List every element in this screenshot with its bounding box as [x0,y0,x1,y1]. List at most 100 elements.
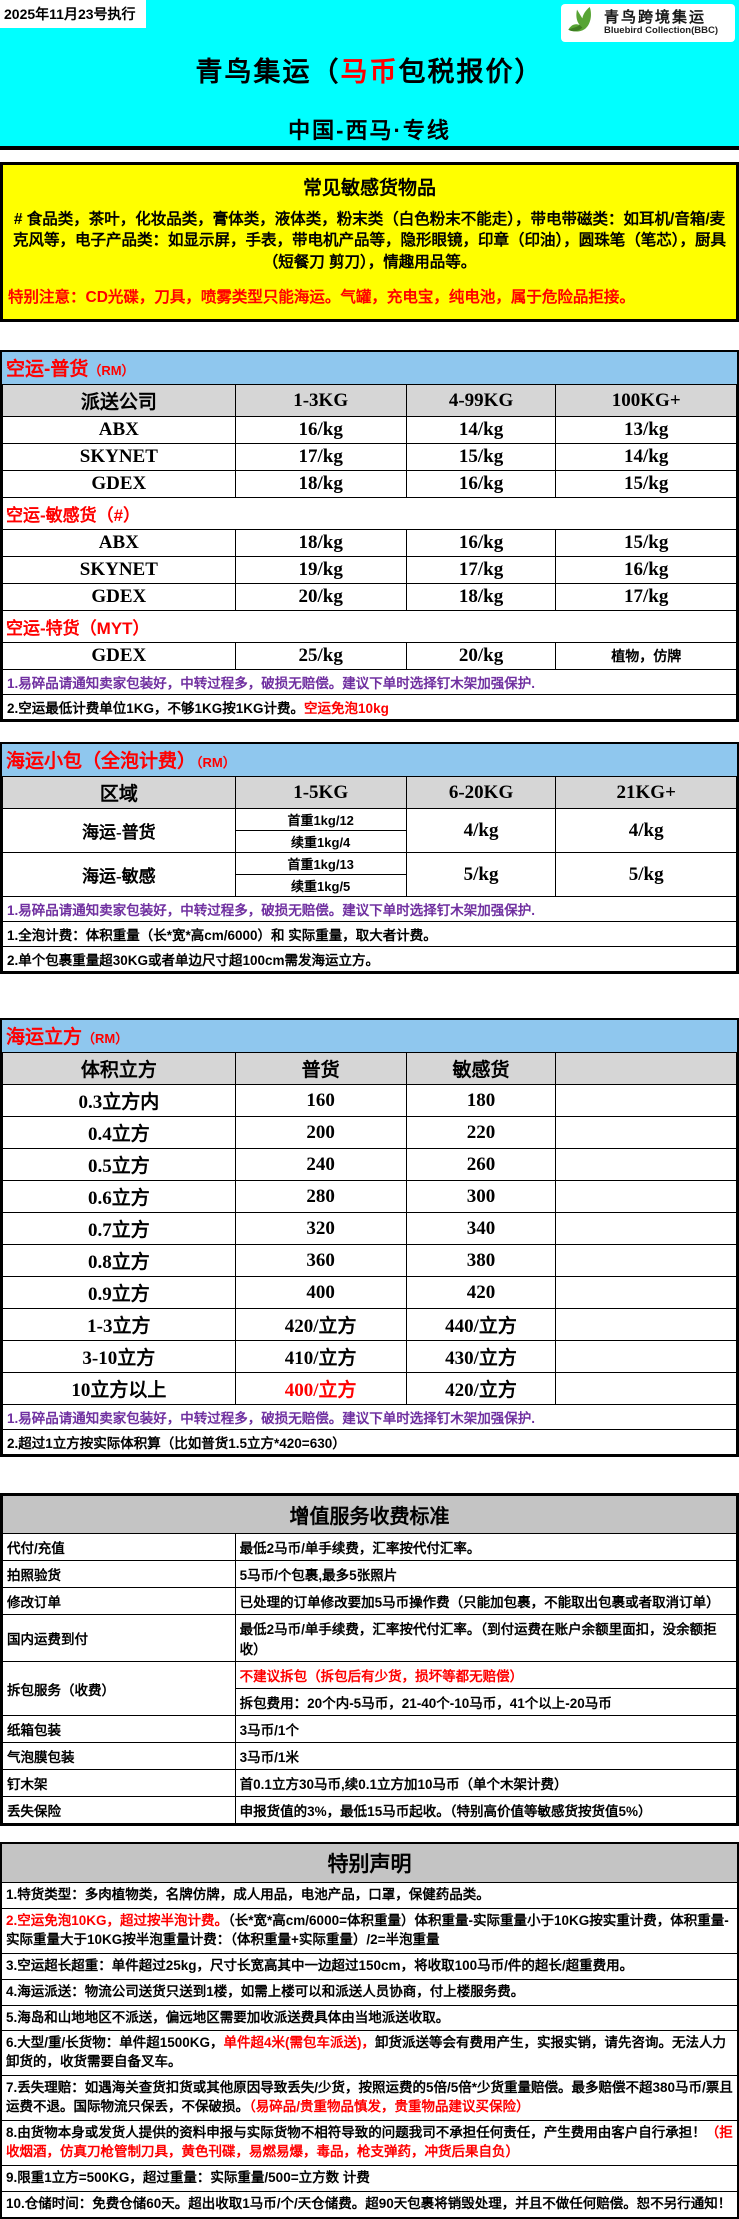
price-cell: 15/kg [405,443,557,472]
service-label: 拆包服务（收费） [2,1661,236,1717]
price-cell: 320 [234,1212,407,1246]
effective-date: 2025年11月23号执行 [0,0,146,28]
carrier-cell: GDEX [2,470,236,499]
table-row: 海运-普货 首重1kg/12 4/kg 4/kg [2,808,737,854]
statement-text: 1.特货类型：多肉植物类，名牌仿牌，成人用品，电池产品，口罩，保健药品类。 [6,1887,490,1903]
price-cell: 14/kg [555,443,737,472]
price-cell: 420/立方 [234,1308,407,1342]
table-row: 拍照验货 5马币/个包裹,最多5张照片 [2,1560,738,1589]
first-weight-cell: 首重1kg/13 [234,852,407,876]
cube-header-cell [555,1052,737,1086]
carrier-cell: GDEX [2,642,236,671]
air-general-unit: （RM） [88,363,135,379]
table-row: 丢失保险 申报货值的3%，最低15马币起收。（特别高价值等敏感货按货值5%） [2,1796,738,1825]
statement-item: 10.仓储时间：免费仓储60天。超出收取1马币/个/天仓储费。超90天包裹将销毁… [2,2192,737,2217]
table-row: 拆包费用：20个内-5马币，21-40个-10马币，41个以上-20马币 [3,1688,738,1717]
statement-title: 特别声明 [2,1844,737,1884]
value-added-services-table: 增值服务收费标准 代付/充值 最低2马币/单手续费，汇率按代付汇率。 拍照验货 5马… [0,1493,739,1827]
statement-item: 5.海岛和山地地区不派送，偏远地区需要加收派送费具体由当地派送收取。 [2,2006,737,2032]
empty-cell [555,1180,737,1214]
price-cell: 220 [405,1116,557,1150]
statement-item: 2.空运免泡10KG，超过按半泡计费。（长*宽*高cm/6000=体积重量）体积… [2,1909,737,1954]
service-label: 国内运费到付 [2,1614,236,1663]
sea-header-cell: 6-20KG [405,776,557,810]
statement-text: 10.仓储时间：免费仓储60天。超出收取1马币/个/天仓储费。超90天包裹将销毁… [6,2195,732,2211]
statement-item: 8.由货物本身或发货人提供的资料申报与实际货物不相符导致的问题我司不承担任何责任… [2,2121,737,2166]
price-cell: 400 [234,1276,407,1310]
table-row: 海运-敏感 首重1kg/13 5/kg 5/kg [2,852,737,898]
empty-cell [555,1276,737,1310]
title-post: 包税报价） [398,57,544,87]
table-row: 0.3立方内 160 180 [2,1084,737,1118]
price-cell: 19/kg [234,556,407,585]
sea-header-row: 区域 1-5KG 6-20KG 21KG+ [2,776,737,810]
service-value: 3马币/1米 [234,1742,738,1771]
statement-text: 4.海运派送：物流公司送货只送到1楼，如需上楼可以和派送人员协商，付上楼服务费。 [6,1983,525,1999]
fragile-note: 1.易碎品请通知卖家包装好，中转过程多，破损无赔偿。建议下单时选择钉木架加强保护… [2,1404,737,1431]
sea-small-parcel-table: 海运小包（全泡计费）（RM） 区域 1-5KG 6-20KG 21KG+ 海运-… [0,742,739,975]
bluebird-icon [567,5,599,42]
air-sensitive-title: 空运-敏感货（#） [2,497,737,531]
air-general-section-bar: 空运-普货（RM） [2,352,737,385]
note-row: 2.超过1立方按实际体积算（比如普货1.5立方*420=630） [2,1429,737,1456]
empty-cell [555,1372,737,1406]
air-header-cell: 派送公司 [2,384,236,418]
table-row: 代付/充值 最低2马币/单手续费，汇率按代付汇率。 [2,1533,738,1562]
volume-cell: 10立方以上 [2,1372,236,1406]
table-row: 0.5立方 240 260 [2,1148,737,1182]
service-value: 申报货值的3%，最低15马币起收。（特别高价值等敏感货按货值5%） [234,1796,738,1825]
sea-cubic-title: 海运立方 [6,1027,83,1049]
price-cell: 280 [234,1180,407,1214]
oversize-note: 2.单个包裹重量超30KG或者单边尺寸超100cm需发海运立方。 [2,946,737,973]
statement-text: 5.海岛和山地地区不派送，偏远地区需要加收派送费具体由当地派送收取。 [6,2009,450,2025]
volume-cell: 0.5立方 [2,1148,236,1182]
service-label: 代付/充值 [2,1533,236,1562]
note-row: 1.易碎品请通知卖家包装好，中转过程多，破损无赔偿。建议下单时选择钉木架加强保护… [2,896,737,923]
air-header-cell: 4-99KG [405,384,557,418]
price-cell: 440/立方 [405,1308,557,1342]
table-row: 0.6立方 280 300 [2,1180,737,1214]
table-row: 0.9立方 400 420 [2,1276,737,1310]
empty-cell [555,1148,737,1182]
sea-category-cell: 海运-敏感 [2,852,236,898]
air-sensitive-section-bar: 空运-敏感货（#） [2,497,737,531]
page-title: 青鸟集运（马币包税报价） [0,0,739,89]
sea-header-cell: 1-5KG [234,776,407,810]
air-special-section-bar: 空运-特货（MYT） [2,610,737,644]
price-cell: 4/kg [555,808,737,854]
cube-header-cell: 敏感货 [405,1052,557,1086]
fragile-note: 1.易碎品请通知卖家包装好，中转过程多，破损无赔偿。建议下单时选择钉木架加强保护… [2,669,737,696]
statement-item: 3.空运超长超重：单件超过25kg，尺寸长宽高其中一边超过150cm，将收取10… [2,1954,737,1980]
table-row: GDEX 18/kg 16/kg 15/kg [2,470,737,499]
price-cell: 380 [405,1244,557,1278]
service-label: 纸箱包装 [2,1715,236,1744]
cube-header-cell: 体积立方 [2,1052,236,1086]
table-row: SKYNET 17/kg 15/kg 14/kg [2,443,737,472]
table-row: 拆包服务（收费） 不建议拆包（拆包后有少货，损坏等都无赔偿） [2,1661,738,1717]
air-min-charge-note: 2.空运最低计费单位1KG，不够1KG按1KG计费。空运免泡10kg [2,694,737,721]
table-row: GDEX 20/kg 18/kg 17/kg [2,583,737,612]
price-cell: 410/立方 [234,1340,407,1374]
service-label: 钉木架 [2,1769,236,1798]
route-subtitle: 中国-西马·专线 [288,118,451,143]
price-cell: 18/kg [234,529,407,558]
price-cell: 260 [405,1148,557,1182]
statement-text-red: （易碎品/贵重物品慎发，贵重物品建议买保险） [249,2099,530,2115]
price-cell: 340 [405,1212,557,1246]
price-cell: 17/kg [405,556,557,585]
carrier-cell: SKYNET [2,443,236,472]
price-cell: 14/kg [405,416,557,445]
services-title-row: 增值服务收费标准 [2,1495,737,1535]
continue-weight-cell: 续重1kg/4 [234,830,407,854]
header-band: 2025年11月23号执行 青鸟跨境集运 Bluebird Collection… [0,0,739,150]
logo-name-en: Bluebird Collection(BBC) [604,25,718,37]
statement-text: 6.大型/重/长货物：单件超1500KG， [6,2035,224,2051]
note-row: 1.全泡计费：体积重量（长*宽*高cm/6000）和 实际重量，取大者计费。 [2,921,737,948]
price-cell: 200 [234,1116,407,1150]
air-header-row: 派送公司 1-3KG 4-99KG 100KG+ [2,384,737,418]
sea-category-cell: 海运-普货 [2,808,236,854]
price-cell: 160 [234,1084,407,1118]
price-cell: 4/kg [405,808,557,854]
carrier-cell: GDEX [2,583,236,612]
table-row: SKYNET 19/kg 17/kg 16/kg [2,556,737,585]
